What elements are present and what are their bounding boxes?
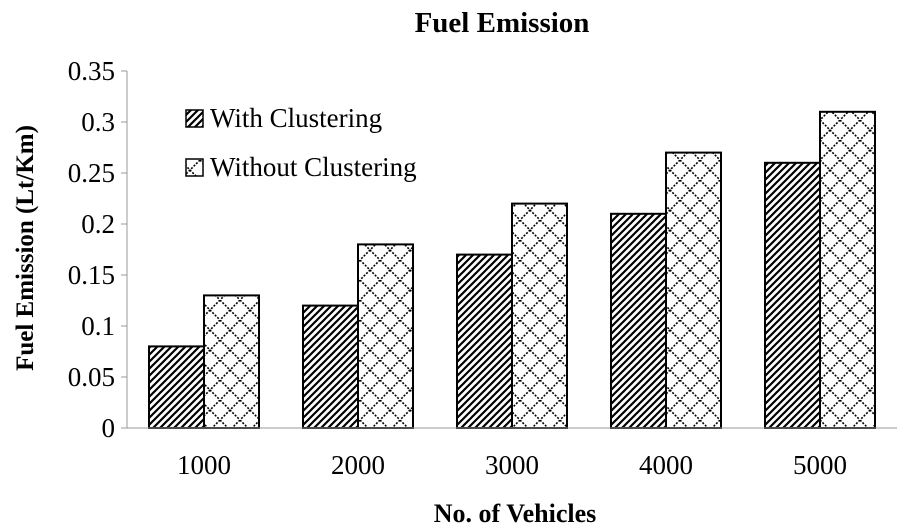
y-tick-label: 0.1	[81, 311, 115, 341]
bar-with-clustering-4000	[610, 212, 667, 429]
bar-without-clustering-3000	[511, 202, 568, 429]
x-tick-label: 4000	[639, 450, 693, 480]
legend: With Clustering Without Clustering	[185, 103, 417, 182]
y-tick-label: 0.35	[68, 56, 115, 86]
bar-with-clustering-2000	[302, 304, 359, 430]
bar-with-clustering-5000	[764, 161, 821, 430]
bar-without-clustering-5000	[819, 110, 876, 430]
chart-title: Fuel Emission	[415, 7, 590, 39]
y-tick-label: 0.25	[68, 158, 115, 188]
bar-without-clustering-1000	[203, 294, 260, 429]
legend-label-without-clustering: Without Clustering	[210, 152, 417, 182]
y-axis-label: Fuel Emission (Lt/Km)	[12, 125, 39, 371]
x-tick-label: 5000	[793, 450, 847, 480]
y-tick-label: 0.15	[68, 260, 115, 290]
bar-without-clustering-2000	[357, 243, 414, 429]
x-axis-label: No. of Vehicles	[434, 499, 597, 528]
x-tick-label: 3000	[485, 450, 539, 480]
bar-with-clustering-3000	[456, 253, 513, 429]
y-tick-label: 0	[102, 413, 116, 443]
legend-swatch-without-clustering	[185, 158, 204, 177]
x-tick-label: 1000	[177, 450, 231, 480]
bar-without-clustering-4000	[665, 151, 722, 429]
y-tick-label: 0.3	[81, 107, 115, 137]
y-tick-label: 0.2	[81, 209, 115, 239]
y-tick-label: 0.05	[68, 362, 115, 392]
bar-with-clustering-1000	[148, 345, 205, 429]
legend-label-with-clustering: With Clustering	[210, 103, 382, 133]
x-tick-label: 2000	[331, 450, 385, 480]
legend-swatch-with-clustering	[185, 109, 204, 128]
